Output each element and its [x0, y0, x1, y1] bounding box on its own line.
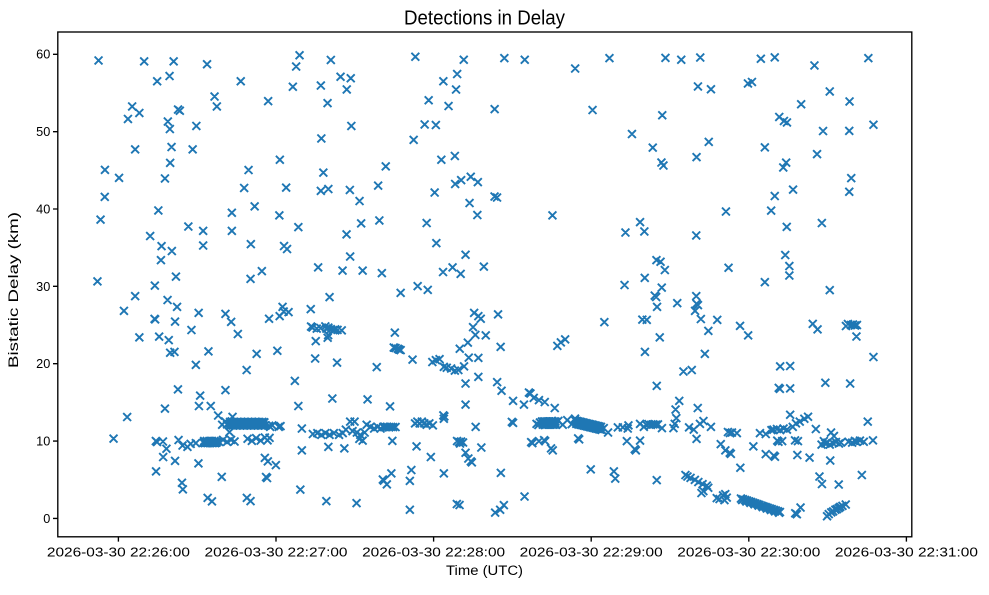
svg-text:50: 50 [36, 125, 50, 139]
svg-text:10: 10 [36, 434, 50, 448]
svg-text:2026-03-30 22:26:00: 2026-03-30 22:26:00 [47, 545, 190, 559]
svg-text:2026-03-30 22:29:00: 2026-03-30 22:29:00 [520, 545, 663, 559]
svg-text:2026-03-30 22:31:00: 2026-03-30 22:31:00 [835, 545, 978, 559]
svg-text:Detections in Delay: Detections in Delay [404, 7, 566, 30]
svg-text:Time (UTC): Time (UTC) [446, 563, 523, 578]
svg-text:40: 40 [36, 202, 50, 216]
svg-text:30: 30 [36, 280, 50, 294]
svg-text:60: 60 [36, 48, 50, 62]
svg-text:2026-03-30 22:28:00: 2026-03-30 22:28:00 [362, 545, 505, 559]
svg-text:2026-03-30 22:30:00: 2026-03-30 22:30:00 [677, 545, 820, 559]
svg-text:20: 20 [36, 357, 50, 371]
svg-text:2026-03-30 22:27:00: 2026-03-30 22:27:00 [205, 545, 348, 559]
svg-text:0: 0 [43, 512, 50, 526]
svg-text:Bistatic Delay (km): Bistatic Delay (km) [6, 212, 21, 368]
